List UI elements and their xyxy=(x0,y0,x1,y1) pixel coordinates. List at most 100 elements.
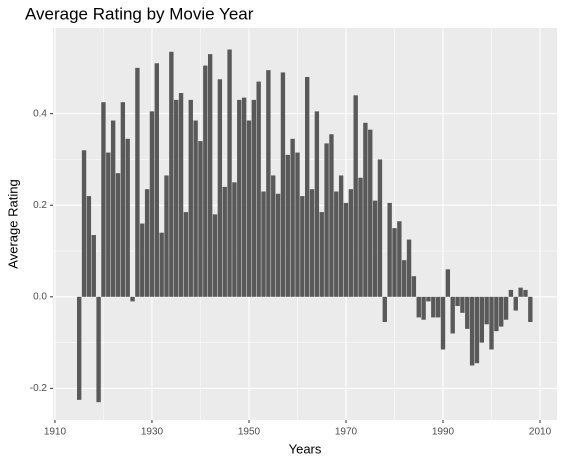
bar xyxy=(251,99,257,297)
bar xyxy=(290,138,295,297)
bar xyxy=(314,111,320,297)
bar xyxy=(125,138,130,297)
bar xyxy=(193,120,198,297)
bar xyxy=(465,296,470,329)
bar xyxy=(406,239,412,297)
bar xyxy=(348,189,354,297)
bar xyxy=(435,296,441,318)
x-axis-label: Years xyxy=(289,441,322,456)
bar xyxy=(387,202,392,297)
bar xyxy=(227,49,232,297)
bar xyxy=(183,212,189,297)
bar xyxy=(271,175,276,297)
bar xyxy=(110,120,116,297)
bar xyxy=(343,202,349,297)
bar xyxy=(212,214,218,297)
bar xyxy=(474,296,480,364)
bar xyxy=(198,141,203,297)
bar xyxy=(392,228,397,297)
bar xyxy=(285,154,290,297)
x-tick-label: 1910 xyxy=(44,427,67,438)
bar xyxy=(203,65,208,297)
bar xyxy=(382,296,387,322)
bar xyxy=(338,175,344,297)
bar xyxy=(188,99,193,297)
bar xyxy=(241,97,247,297)
bar xyxy=(421,296,426,320)
bar xyxy=(484,296,489,325)
x-tick-label: 1990 xyxy=(432,427,455,438)
bar xyxy=(363,122,368,297)
bar xyxy=(140,223,145,297)
bar xyxy=(499,296,504,327)
bar xyxy=(275,193,281,297)
bar xyxy=(261,191,266,297)
bar xyxy=(353,95,358,297)
y-tick-label: 0.2 xyxy=(33,200,47,211)
bar xyxy=(178,93,184,297)
bar xyxy=(450,296,455,334)
bar xyxy=(411,276,417,297)
bar xyxy=(402,260,407,297)
x-tick-label: 2010 xyxy=(529,427,552,438)
bar xyxy=(120,102,126,297)
bar xyxy=(96,296,101,403)
bar xyxy=(368,129,373,297)
bar xyxy=(300,196,305,297)
bar xyxy=(523,289,528,297)
bar xyxy=(232,182,237,297)
y-tick-label: -0.2 xyxy=(30,383,48,394)
bar xyxy=(489,296,494,350)
bar xyxy=(305,77,310,297)
bar xyxy=(144,189,150,297)
bar xyxy=(222,186,227,297)
bar xyxy=(324,143,329,297)
bar xyxy=(508,289,514,297)
bar xyxy=(86,196,92,297)
bar xyxy=(77,296,82,400)
bar xyxy=(445,269,451,297)
bar xyxy=(372,200,378,297)
bar xyxy=(397,221,402,297)
bar xyxy=(334,191,339,297)
y-axis-label: Average Rating xyxy=(5,179,20,268)
bar xyxy=(106,152,111,297)
bar xyxy=(149,111,155,297)
x-tick-label: 1950 xyxy=(238,427,261,438)
y-tick-label: 0.0 xyxy=(33,291,47,302)
bar xyxy=(416,296,421,318)
bar xyxy=(479,296,484,343)
bar xyxy=(246,120,252,297)
bar xyxy=(455,296,460,306)
bar xyxy=(135,67,140,297)
bar xyxy=(174,99,179,297)
bar xyxy=(494,296,499,332)
bar xyxy=(169,51,174,297)
bar xyxy=(159,232,164,297)
bar xyxy=(513,296,518,311)
bar xyxy=(207,54,213,297)
bar xyxy=(358,177,363,297)
bar xyxy=(164,175,169,297)
bar xyxy=(309,189,315,297)
bar xyxy=(101,102,106,297)
bar xyxy=(460,296,465,313)
bar xyxy=(256,81,261,297)
bar xyxy=(237,99,242,297)
bar xyxy=(154,63,159,297)
bar xyxy=(217,79,223,297)
bar xyxy=(266,70,271,297)
bar xyxy=(426,296,431,302)
bar xyxy=(295,152,300,297)
bar xyxy=(319,212,324,297)
bar xyxy=(440,296,446,350)
x-tick-label: 1930 xyxy=(141,427,164,438)
x-tick-label: 1970 xyxy=(335,427,358,438)
bar xyxy=(431,296,436,318)
bar xyxy=(280,72,286,297)
bar xyxy=(528,296,533,322)
bar xyxy=(91,234,96,297)
bar xyxy=(329,134,334,297)
bar xyxy=(469,296,475,366)
